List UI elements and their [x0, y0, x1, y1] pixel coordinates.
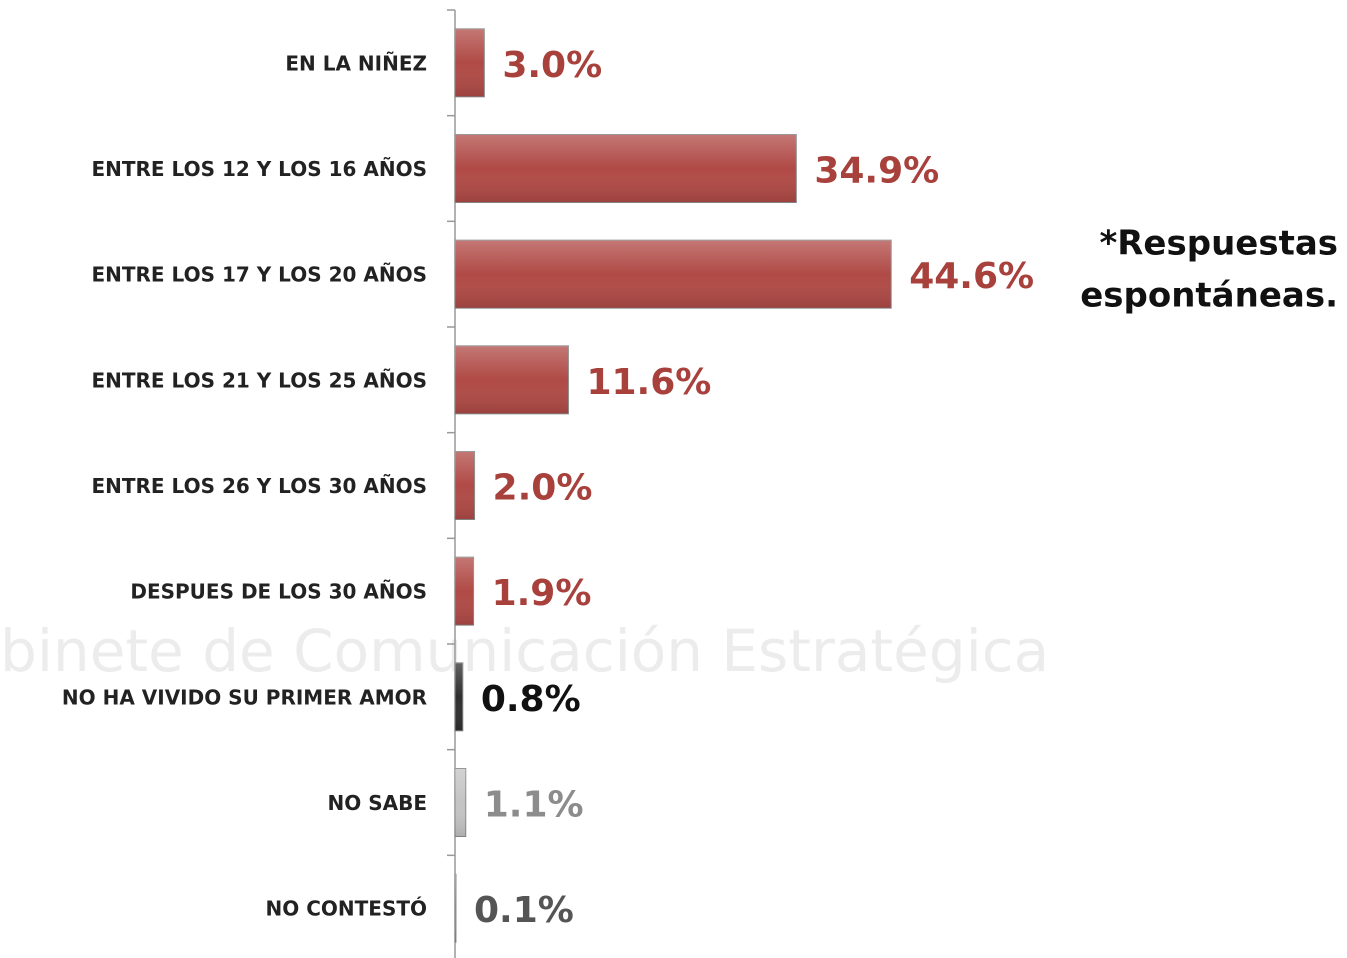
category-label: ENTRE LOS 17 Y LOS 20 AÑOS [91, 263, 427, 287]
category-label: EN LA NIÑEZ [285, 51, 427, 75]
bar-shine [455, 451, 475, 520]
value-label: 1.1% [484, 785, 584, 826]
category-label: ENTRE LOS 26 Y LOS 30 AÑOS [91, 474, 427, 498]
category-label: DESPUES DE LOS 30 AÑOS [130, 580, 427, 604]
category-label: ENTRE LOS 12 Y LOS 16 AÑOS [91, 157, 427, 181]
value-label: 34.9% [814, 151, 939, 192]
bar-shine [455, 28, 485, 97]
bar-shine [455, 240, 892, 309]
value-label: 2.0% [493, 468, 593, 509]
category-label: NO SABE [328, 791, 428, 815]
category-label: ENTRE LOS 21 Y LOS 25 AÑOS [91, 368, 427, 392]
value-label: 1.9% [492, 573, 592, 614]
bar-shine [455, 768, 466, 837]
annotation: espontáneas. [1080, 276, 1338, 316]
category-label: NO HA VIVIDO SU PRIMER AMOR [62, 685, 427, 709]
bar-shine [455, 134, 797, 203]
bar-shine [455, 557, 474, 626]
value-label: 11.6% [586, 362, 711, 403]
bar-shine [455, 874, 456, 943]
category-label: NO CONTESTÓ [266, 897, 427, 921]
bar-shine [455, 662, 463, 731]
value-label: 3.0% [502, 45, 602, 86]
annotation: *Respuestas [1099, 224, 1338, 264]
value-label: 0.8% [481, 679, 581, 720]
value-label: 44.6% [909, 256, 1034, 297]
value-label: 0.1% [474, 890, 574, 931]
watermark: binete de Comunicación Estratégica [0, 617, 1049, 685]
bar-shine [455, 345, 569, 414]
